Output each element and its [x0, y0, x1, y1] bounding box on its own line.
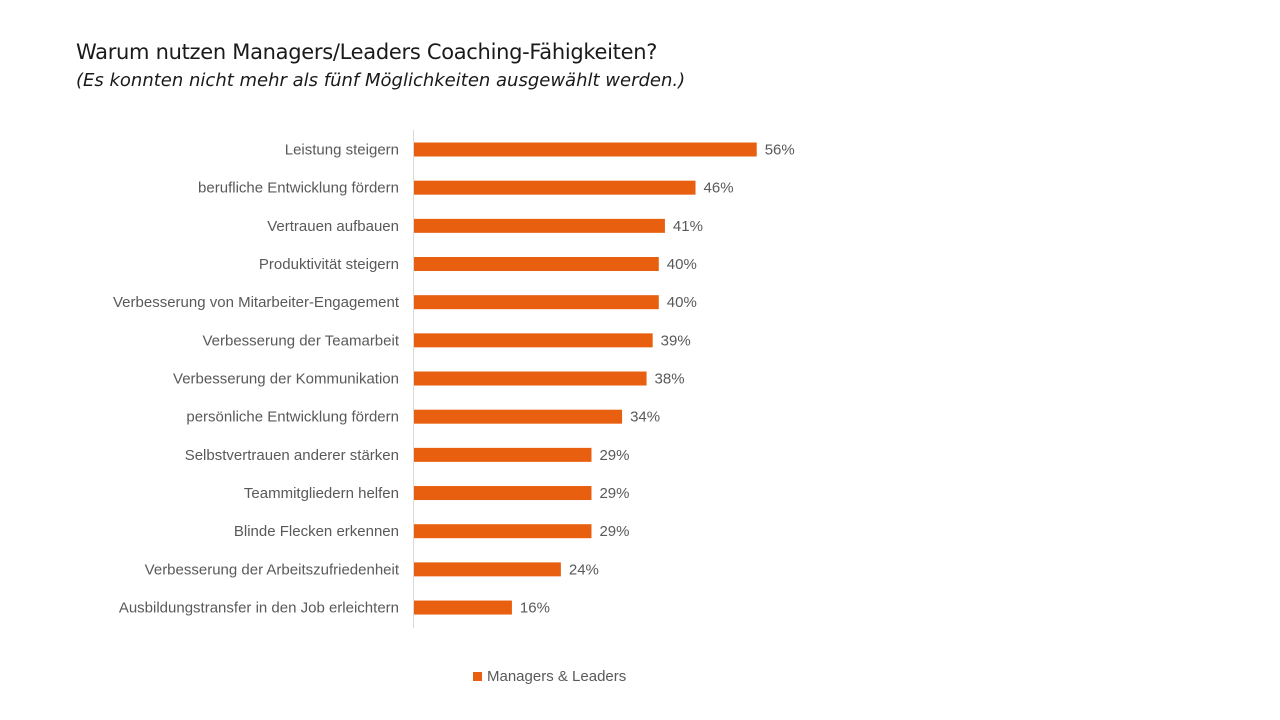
category-label: Teammitgliedern helfen	[244, 485, 399, 502]
data-label: 39%	[661, 332, 691, 349]
bar	[414, 295, 659, 310]
bar	[414, 333, 653, 348]
category-label: persönliche Entwicklung fördern	[186, 409, 399, 426]
bar	[414, 600, 512, 615]
chart-title: Warum nutzen Managers/Leaders Coaching-F…	[76, 40, 658, 64]
bar	[414, 180, 696, 195]
data-label: 38%	[655, 371, 685, 388]
data-label: 24%	[569, 561, 599, 578]
data-label: 29%	[599, 447, 629, 464]
bar	[414, 257, 659, 272]
bar	[414, 486, 592, 501]
category-label: Verbesserung der Arbeitszufriedenheit	[145, 561, 400, 578]
legend-label: Managers & Leaders	[487, 668, 627, 685]
legend: Managers & Leaders	[473, 668, 626, 685]
data-label: 56%	[765, 142, 795, 159]
bar	[414, 371, 647, 386]
category-label: Vertrauen aufbauen	[267, 218, 399, 235]
category-label: Ausbildungstransfer in den Job erleichte…	[119, 600, 399, 617]
data-label: 29%	[599, 485, 629, 502]
data-label: 34%	[630, 409, 660, 426]
data-label: 46%	[704, 180, 734, 197]
bar-marks: Leistung steigern 56% berufliche Entwicklu…	[113, 142, 795, 617]
bar	[414, 524, 592, 539]
category-label: Selbstvertrauen anderer stärken	[185, 447, 399, 464]
data-label: 40%	[667, 256, 697, 273]
category-label: Produktivität steigern	[259, 256, 399, 273]
category-label: Leistung steigern	[285, 142, 399, 159]
bar	[414, 447, 592, 462]
category-label: Verbesserung der Kommunikation	[173, 371, 399, 388]
bar	[414, 409, 623, 424]
data-label: 16%	[520, 600, 550, 617]
category-label: Verbesserung der Teamarbeit	[202, 332, 399, 349]
data-label: 40%	[667, 294, 697, 311]
data-label: 29%	[599, 523, 629, 540]
bar	[414, 218, 665, 233]
chart-subtitle: (Es konnten nicht mehr als fünf Möglichk…	[76, 70, 686, 91]
category-label: berufliche Entwicklung fördern	[198, 180, 399, 197]
category-label: Blinde Flecken erkennen	[234, 523, 399, 540]
category-label: Verbesserung von Mitarbeiter-Engagement	[113, 294, 400, 311]
bar	[414, 562, 561, 577]
legend-swatch	[473, 672, 482, 681]
bar	[414, 142, 757, 157]
data-label: 41%	[673, 218, 703, 235]
